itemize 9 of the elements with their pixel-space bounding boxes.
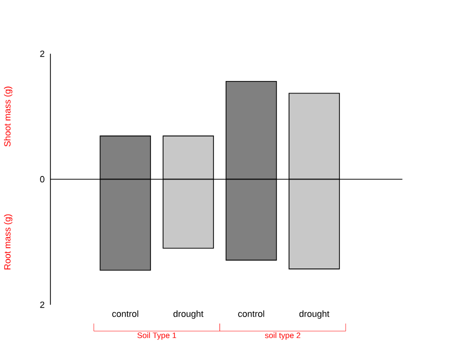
x-tick-label: control bbox=[238, 310, 264, 318]
x-tick-label: drought bbox=[173, 310, 204, 319]
x-tick-label: drought bbox=[299, 310, 330, 319]
y-tick-label: 0 bbox=[40, 176, 44, 183]
text: Root mass (g) bbox=[4, 214, 12, 270]
y-tick-label: 2 bbox=[40, 302, 44, 308]
y-axis-title: Shoot mass (g) bbox=[4, 86, 12, 147]
x-tick-label: control bbox=[112, 310, 138, 318]
y-tick-label: 2 bbox=[40, 50, 44, 57]
